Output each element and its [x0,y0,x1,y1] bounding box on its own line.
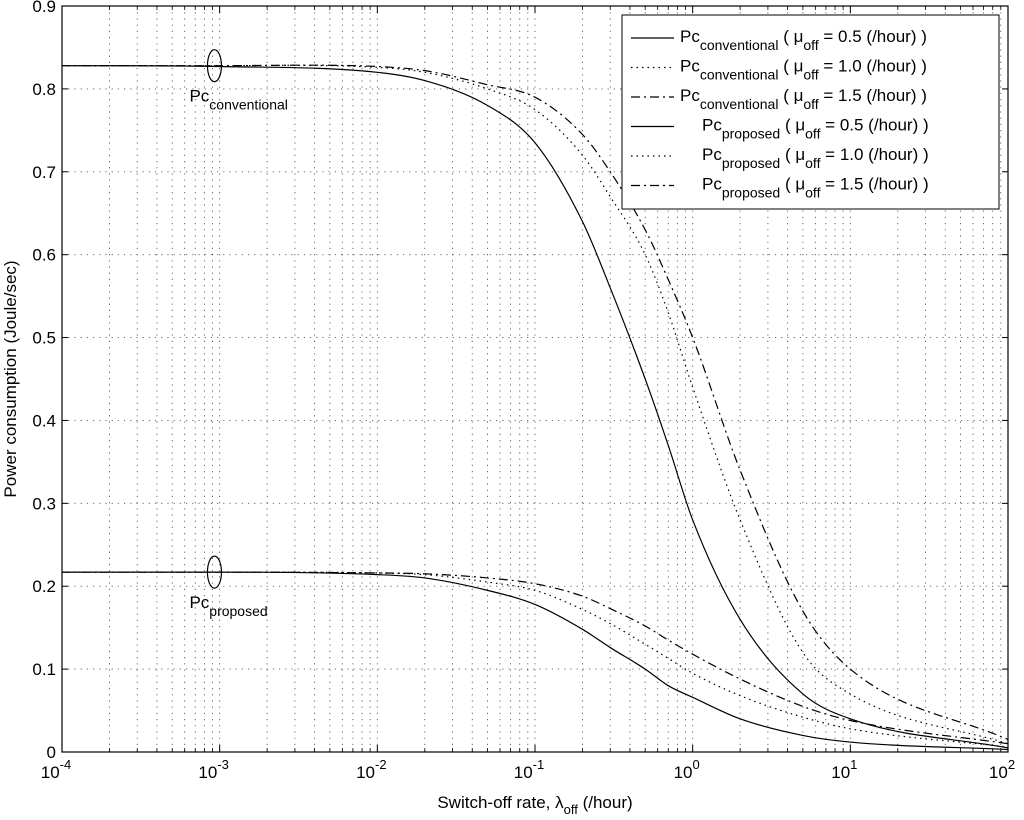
legend-label-3: Pcconventional ( μoff = 1.5 (/hour) ) [680,86,927,112]
x-tick-label: 10-1 [514,757,544,782]
y-tick-label: 0.9 [32,0,56,16]
y-tick-label: 0.5 [32,329,56,348]
legend-label-6: Pcproposed ( μoff = 1.5 (/hour) ) [702,175,929,201]
annotation-ellipse [206,555,223,589]
annotation-ellipse [206,49,223,83]
y-axis-title: Power consumption (Joule/sec) [1,260,20,497]
x-tick-label: 10-4 [41,757,71,782]
legend-box [621,14,1000,210]
x-tick-label: 10-3 [198,757,228,782]
axis-ticks: 0 0.1 0.2 0.3 0.4 0.5 0.6 0.7 0.8 0.9 10-4 10-3 10-2… [32,0,1015,782]
y-tick-label: 0.6 [32,246,56,265]
annotation-label: Pcproposed [189,593,267,619]
x-tick-label: 100 [674,757,700,782]
y-tick-label: 0 [47,743,56,762]
legend-label-5: Pcproposed ( μoff = 1.0 (/hour) ) [702,145,929,171]
y-tick-label: 0.3 [32,494,56,513]
legend-label-2: Pcconventional ( μoff = 1.0 (/hour) ) [680,57,927,83]
legend: Pcconventional ( μoff = 0.5 (/hour) ) Pcc… [621,14,1000,210]
series-line-3 [62,64,1009,741]
y-tick-label: 0.8 [32,80,56,99]
annotations: Pcconventional Pcproposed [189,49,288,619]
legend-label-4: Pcproposed ( μoff = 0.5 (/hour) ) [702,116,929,142]
annotation-label: Pcconventional [189,87,287,113]
legend-label-1: Pcconventional ( μoff = 0.5 (/hour) ) [680,27,927,53]
x-tick-label: 102 [989,757,1015,782]
y-tick-label: 0.4 [32,411,56,430]
y-tick-label: 0.1 [32,660,56,679]
x-tick-label: 101 [831,757,857,782]
x-axis-title: Switch-off rate, λoff (/hour) [437,793,632,817]
x-tick-label: 10-2 [356,757,386,782]
series-line-1 [61,65,1009,749]
y-tick-label: 0.7 [32,163,56,182]
series-line-4 [62,571,1009,751]
y-tick-label: 0.2 [32,577,56,596]
series-lines [61,64,1009,751]
